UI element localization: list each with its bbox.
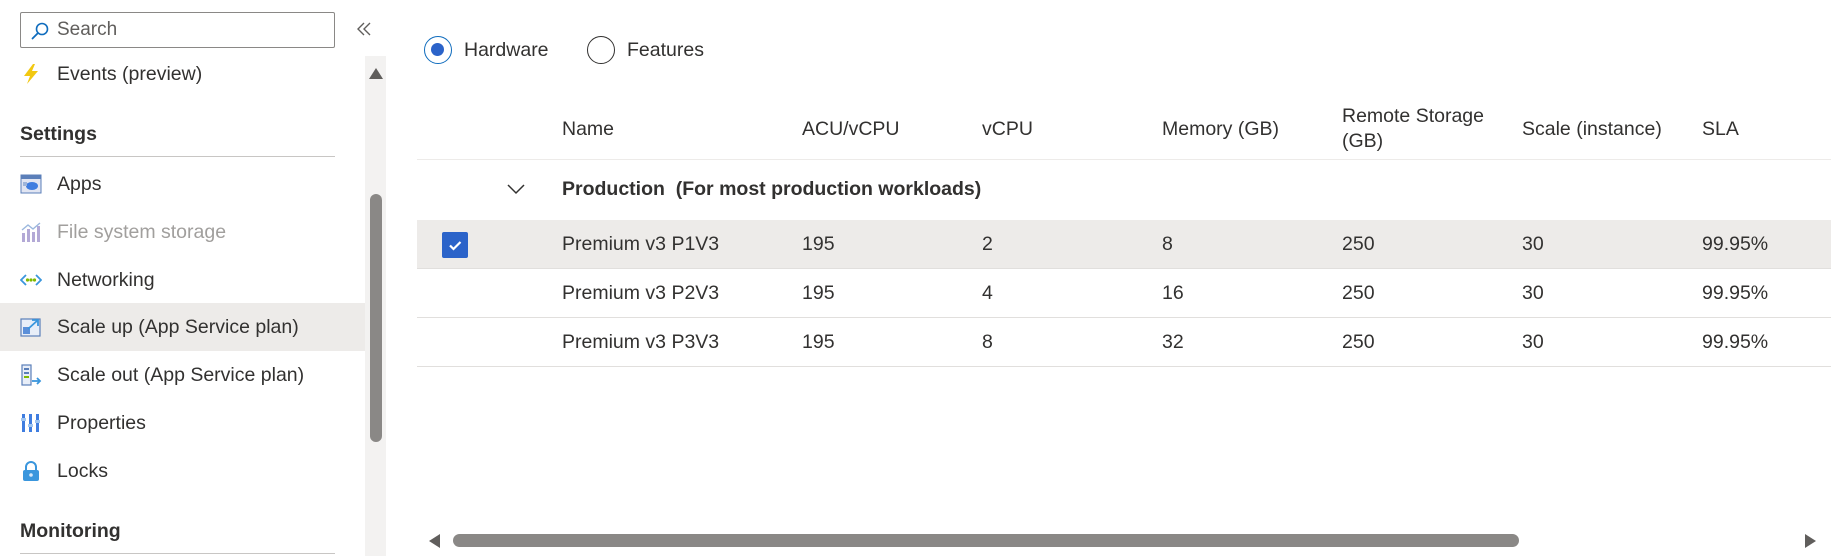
scroll-left-arrow-icon[interactable]: [429, 534, 440, 548]
sidebar-item-locks[interactable]: Locks: [0, 447, 365, 495]
radio-indicator[interactable]: [587, 36, 615, 64]
cell-scale: 30: [1522, 330, 1544, 353]
cell-sla: 99.95%: [1702, 281, 1769, 304]
sidebar-item-file-system-storage[interactable]: File system storage: [0, 208, 365, 256]
sidebar-item-label: File system storage: [57, 220, 227, 243]
sidebar-item-apps[interactable]: Apps: [0, 160, 365, 208]
cell-name: Premium v3 P1V3: [562, 232, 720, 255]
column-header-sla[interactable]: SLA: [1702, 117, 1739, 140]
lightning-icon: [24, 64, 38, 84]
cell-scale: 30: [1522, 232, 1544, 255]
row-checkbox[interactable]: [442, 232, 468, 258]
cell-vcpu: 2: [982, 232, 993, 255]
sidebar-item-label: Scale up (App Service plan): [57, 315, 299, 338]
scroll-up-arrow-icon[interactable]: [369, 68, 383, 79]
column-header-memory[interactable]: Memory (GB): [1162, 117, 1279, 140]
horizontal-scrollbar-thumb[interactable]: [453, 534, 1519, 547]
cell-vcpu: 4: [982, 281, 993, 304]
sidebar-item-scale-up[interactable]: Scale up (App Service plan): [0, 303, 365, 351]
header-divider: [417, 159, 1831, 160]
grid-horizontal-scrollbar[interactable]: [417, 530, 1831, 552]
cell-memory: 32: [1162, 330, 1184, 353]
settings-section-header: Settings: [20, 123, 97, 145]
apps-icon: [20, 174, 42, 194]
properties-icon: [21, 414, 40, 432]
sidebar-item-label: Locks: [57, 459, 108, 482]
radio-label: Features: [627, 38, 704, 61]
cell-remote-storage: 250: [1342, 232, 1375, 255]
cell-name: Premium v3 P3V3: [562, 330, 720, 353]
search-box[interactable]: [20, 12, 335, 48]
lock-icon: [23, 461, 39, 481]
cell-memory: 16: [1162, 281, 1184, 304]
cell-acu: 195: [802, 281, 835, 304]
table-row[interactable]: Premium v3 P3V3 195 8 32 250 30 99.95%: [417, 318, 1831, 367]
section-divider: [20, 156, 335, 157]
column-header-remote-storage[interactable]: Remote Storage (GB): [1342, 105, 1484, 152]
main-content: Hardware Features Name ACU/vCPU vCPU Mem…: [386, 0, 1831, 556]
cell-sla: 99.95%: [1702, 232, 1769, 255]
cell-sla: 99.95%: [1702, 330, 1769, 353]
sidebar-item-label: Events (preview): [57, 62, 203, 85]
sidebar-item-scale-out[interactable]: Scale out (App Service plan): [0, 351, 365, 399]
sidebar-item-label: Properties: [57, 411, 146, 434]
resource-menu-sidebar: Events (preview) Settings Apps File syst…: [0, 0, 386, 556]
cell-acu: 195: [802, 232, 835, 255]
scale-out-icon: [21, 364, 42, 386]
double-chevron-left-icon: [357, 22, 371, 36]
cell-vcpu: 8: [982, 330, 993, 353]
table-row[interactable]: Premium v3 P2V3 195 4 16 250 30 99.95%: [417, 269, 1831, 318]
radio-features[interactable]: Features: [587, 32, 704, 68]
sidebar-scrollbar-thumb[interactable]: [370, 194, 382, 442]
group-row-production[interactable]: Production (For most production workload…: [417, 160, 1831, 220]
scroll-right-arrow-icon[interactable]: [1805, 534, 1816, 548]
group-label: Production (For most production workload…: [562, 178, 982, 200]
networking-icon: [20, 274, 42, 286]
cell-memory: 8: [1162, 232, 1173, 255]
cell-remote-storage: 250: [1342, 281, 1375, 304]
table-row[interactable]: Premium v3 P1V3 195 2 8 250 30 99.95%: [417, 220, 1831, 269]
chevron-down-icon[interactable]: [505, 178, 527, 200]
sidebar-item-networking[interactable]: Networking: [0, 256, 365, 304]
sidebar-item-label: Apps: [57, 172, 102, 195]
sidebar-item-properties[interactable]: Properties: [0, 399, 365, 447]
column-header-acu[interactable]: ACU/vCPU: [802, 117, 900, 140]
storage-chart-icon: [21, 222, 41, 242]
sidebar-item-events-preview[interactable]: Events (preview): [0, 50, 365, 98]
search-input[interactable]: [57, 16, 327, 44]
column-header-scale[interactable]: Scale (instance): [1522, 117, 1662, 140]
cell-remote-storage: 250: [1342, 330, 1375, 353]
collapse-menu-button[interactable]: [352, 16, 376, 42]
radio-label: Hardware: [464, 38, 549, 61]
radio-indicator[interactable]: [424, 36, 452, 64]
monitoring-section-header: Monitoring: [20, 520, 121, 542]
cell-acu: 195: [802, 330, 835, 353]
scale-up-icon: [20, 318, 41, 337]
checkmark-icon: [449, 241, 462, 251]
radio-hardware[interactable]: Hardware: [424, 32, 549, 68]
sidebar-item-label: Scale out (App Service plan): [57, 363, 305, 386]
search-icon: [31, 22, 49, 40]
cell-scale: 30: [1522, 281, 1544, 304]
section-divider: [20, 553, 335, 554]
column-header-name[interactable]: Name: [562, 117, 615, 140]
cell-name: Premium v3 P2V3: [562, 281, 720, 304]
column-header-vcpu[interactable]: vCPU: [982, 117, 1033, 140]
sidebar-item-label: Networking: [57, 268, 155, 291]
